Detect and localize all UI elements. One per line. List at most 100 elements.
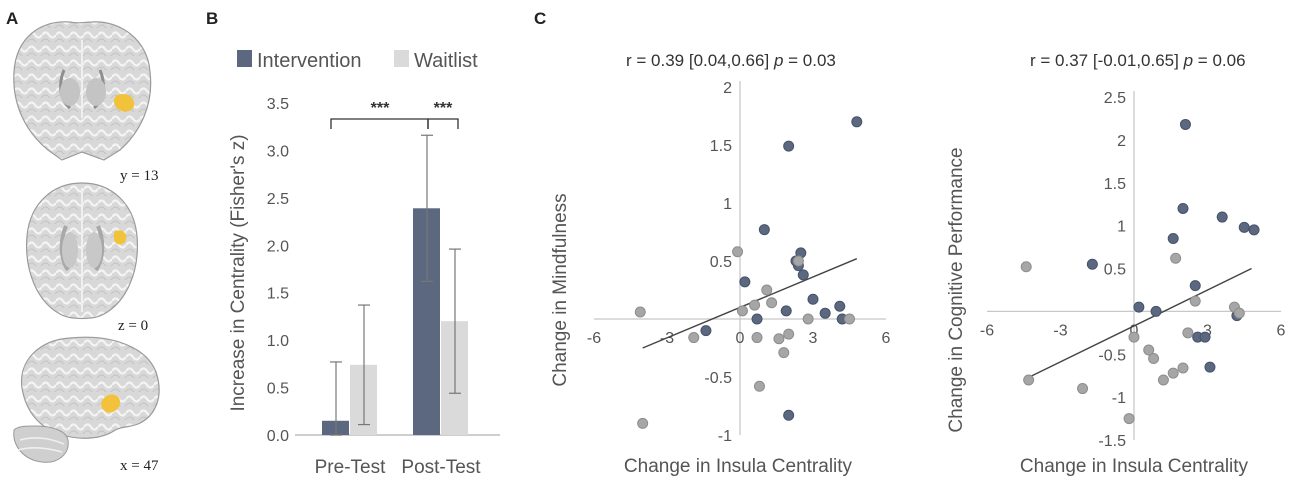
point-waitlist: [1177, 362, 1189, 374]
y-tick: -0.5: [1098, 347, 1126, 364]
point-waitlist: [749, 299, 761, 311]
significance-bracket-pre-post: [330, 118, 429, 129]
point-waitlist: [1077, 383, 1089, 395]
scatter2-p-value: = 0.06: [1198, 51, 1246, 70]
panel-c: C r = 0.39 [0.04,0.66] p = 0.03 Change i…: [534, 9, 1286, 477]
panel-a-letter: A: [6, 9, 18, 28]
significance-bracket-groups: [427, 118, 459, 129]
bar-y-tick: 3.0: [267, 143, 289, 160]
point-waitlist: [736, 305, 748, 317]
scatter2-p-label: p: [1183, 51, 1193, 70]
point-intervention: [819, 307, 831, 319]
bar-y-tick: 3.5: [267, 96, 289, 113]
scatter2-r-text: r = 0.37 [-0.01,0.65]: [1030, 51, 1179, 70]
point-intervention: [1199, 331, 1211, 343]
bar-x-ticks: Pre-Test Post-Test: [315, 457, 482, 478]
brain-sagittal: x = 47: [13, 336, 160, 474]
point-waitlist: [761, 284, 773, 296]
brain-label-z: z = 0: [118, 318, 148, 334]
point-waitlist: [1143, 344, 1155, 356]
scatter2-title: r = 0.37 [-0.01,0.65] p = 0.06: [1030, 51, 1246, 70]
point-waitlist: [1189, 295, 1201, 307]
scatter1-p-value: = 0.03: [788, 51, 836, 70]
point-waitlist: [1123, 413, 1135, 425]
scatter2-plot: -6 -3 0 3 6 -1.5 -1 -0.5 0.5 1 1.5 2 2.5: [980, 90, 1286, 450]
point-intervention: [1216, 211, 1228, 223]
point-waitlist: [732, 246, 744, 258]
significance-label-groups: ***: [434, 100, 453, 117]
scatter1-x-axis-label: Change in Insula Centrality: [624, 456, 853, 477]
point-intervention: [700, 325, 712, 337]
bar-y-tick: 1.0: [267, 333, 289, 350]
legend-label-waitlist: Waitlist: [414, 50, 478, 72]
y-tick: 1.5: [1104, 176, 1126, 193]
point-intervention: [783, 140, 795, 152]
point-intervention: [783, 409, 795, 421]
bar-y-tick: 1.5: [267, 286, 289, 303]
point-waitlist: [751, 332, 763, 344]
point-intervention: [1133, 301, 1145, 313]
point-intervention: [1179, 118, 1191, 130]
panel-c-letter: C: [534, 9, 546, 28]
point-waitlist: [1167, 367, 1179, 379]
insula-highlight-sagittal: [101, 394, 120, 413]
point-intervention: [1086, 258, 1098, 270]
point-intervention: [851, 116, 863, 128]
scatter1-y-axis-label: Change in Mindfulness: [550, 193, 571, 386]
x-tick: 3: [1203, 322, 1212, 339]
scatter2-y-axis-label: Change in Cognitive Performance: [946, 147, 967, 432]
point-waitlist: [792, 255, 804, 267]
point-intervention: [780, 305, 792, 317]
y-tick: 2: [1117, 133, 1126, 150]
brain-label-x: x = 47: [120, 458, 159, 474]
point-intervention: [751, 313, 763, 325]
point-waitlist: [1148, 353, 1160, 365]
point-intervention: [1189, 280, 1201, 292]
bar-x-tick-post-test: Post-Test: [401, 457, 481, 478]
point-waitlist: [637, 417, 649, 429]
y-tick: 1.5: [710, 138, 732, 155]
point-waitlist: [1157, 374, 1169, 386]
bar-x-tick-pre-test: Pre-Test: [315, 457, 386, 478]
significance-label-pre-post: ***: [371, 100, 390, 117]
bar-error-bars: [330, 134, 461, 436]
point-waitlist: [1233, 307, 1245, 319]
y-tick: -0.5: [704, 370, 732, 387]
point-waitlist: [753, 380, 765, 392]
scatter1-title: r = 0.39 [0.04,0.66] p = 0.03: [626, 51, 836, 70]
y-tick: 2.5: [1104, 90, 1126, 107]
x-tick: 6: [882, 330, 891, 347]
x-tick: 3: [809, 330, 818, 347]
point-waitlist: [766, 297, 778, 309]
point-waitlist: [783, 328, 795, 340]
point-intervention: [739, 276, 751, 288]
scatter1-r-text: r = 0.39 [0.04,0.66]: [626, 51, 769, 70]
point-waitlist: [688, 332, 700, 344]
point-waitlist: [844, 313, 855, 325]
bar-y-tick: 2.0: [267, 238, 289, 255]
point-intervention: [807, 293, 819, 305]
brain-coronal: y = 13: [13, 21, 158, 184]
point-waitlist: [1128, 331, 1140, 343]
y-tick: -1: [1112, 390, 1126, 407]
panel-a: A y = 13 z = 0 x = 47: [6, 9, 160, 474]
x-tick: -3: [1053, 322, 1067, 339]
point-intervention: [1177, 202, 1189, 214]
point-waitlist: [1023, 374, 1035, 386]
point-waitlist: [778, 347, 790, 359]
point-intervention: [1248, 224, 1260, 236]
x-tick: -6: [980, 322, 994, 339]
bar-y-tick: 2.5: [267, 191, 289, 208]
insula-highlight-axial: [114, 230, 127, 245]
legend-swatch-waitlist: [394, 50, 409, 67]
y-tick: 1: [1117, 219, 1126, 236]
point-intervention: [797, 269, 809, 281]
panel-b: B Intervention Waitlist Increase in Cent…: [206, 9, 500, 478]
legend-label-intervention: Intervention: [257, 50, 362, 72]
x-tick: 0: [1130, 322, 1139, 339]
y-tick: 2: [723, 80, 732, 97]
x-tick: 0: [736, 330, 745, 347]
regression-line: [1028, 267, 1252, 379]
scatter1-p-label: p: [773, 51, 783, 70]
point-waitlist: [1170, 252, 1182, 264]
